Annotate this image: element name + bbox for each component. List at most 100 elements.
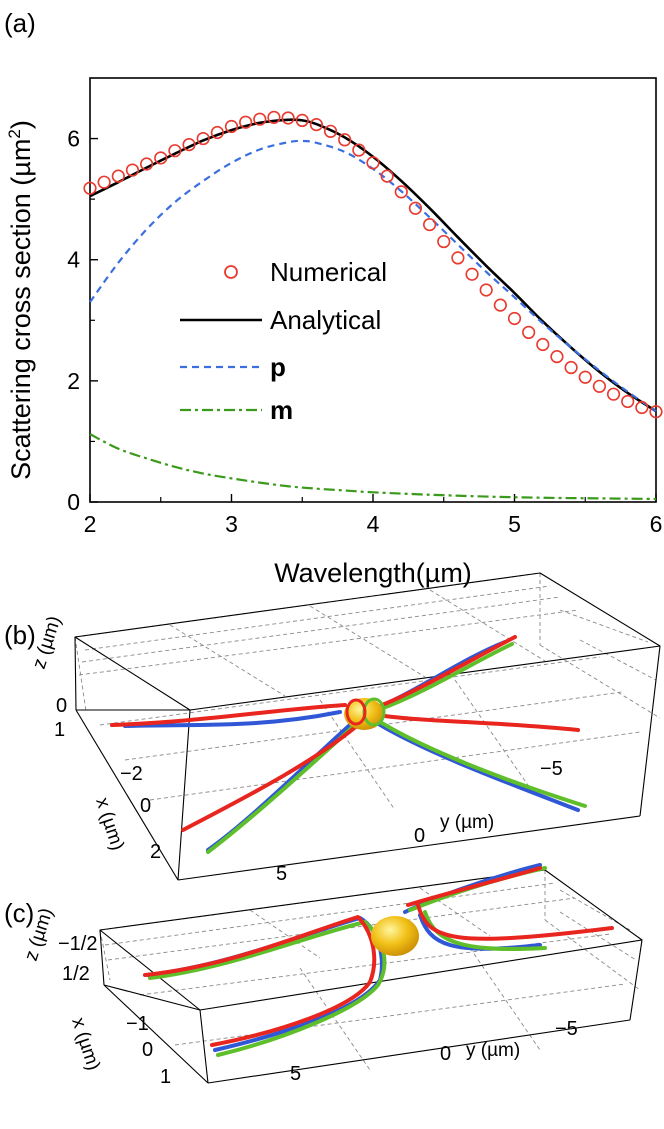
legend-label-analytical: Analytical <box>270 305 381 335</box>
numerical-point-36 <box>592 379 607 393</box>
numerical-point-10 <box>224 119 239 134</box>
particle-c <box>371 916 419 956</box>
b-x-tick-2: 2 <box>150 841 161 863</box>
numerical-point-31 <box>522 325 536 340</box>
b-y-tick-2: −5 <box>540 758 563 780</box>
x-tick-label-0: 2 <box>84 511 97 537</box>
x-tick-label-4: 6 <box>650 511 663 537</box>
y-ticks: 0 2 4 6 <box>67 126 98 515</box>
c-x-tick-2: 1 <box>160 1066 171 1088</box>
x-axis-title: Wavelength(µm) <box>274 558 472 588</box>
box-b: z (µm) 0 1 −2 0 2 x (µm) 5 0 −5 y (µm) <box>29 572 661 885</box>
box-c-trajectories <box>143 863 614 1057</box>
numerical-point-29 <box>493 298 507 312</box>
particle-c-sphere <box>371 916 419 956</box>
y-tick-label-1: 2 <box>67 368 80 394</box>
numerical-point-32 <box>536 337 550 352</box>
c-x-tick-0: −1 <box>126 1013 149 1035</box>
b-x-tick-1: 0 <box>140 795 151 817</box>
y-axis-title-main: Scattering cross section ( <box>6 177 36 480</box>
c-x-label: x (µm) <box>67 1015 104 1073</box>
b-z-tick-0: 0 <box>56 695 67 717</box>
numerical-point-25 <box>437 234 451 249</box>
numerical-point-30 <box>507 311 522 326</box>
y-tick-label-3: 6 <box>67 126 80 152</box>
b-z-tick-1: 1 <box>54 719 65 741</box>
trajectory-c-green <box>148 866 547 1057</box>
c-y-tick-0: 5 <box>290 1063 301 1085</box>
panel-label-b: (b) <box>4 620 36 650</box>
x-ticks: 2 3 4 5 6 <box>84 494 663 537</box>
series-layer <box>89 118 657 501</box>
y-axis-title-sup: 2 <box>5 129 24 138</box>
b-y-label: y (µm) <box>440 812 494 833</box>
c-y-label: y (µm) <box>466 1040 520 1061</box>
c-y-tick-1: 0 <box>440 1043 451 1065</box>
box-b-edges <box>74 572 661 881</box>
numerical-point-27 <box>465 267 479 281</box>
y-axis-title-unit: µm <box>6 139 36 177</box>
y-axis-title-close: ) <box>6 120 36 129</box>
numerical-point-39 <box>635 400 649 415</box>
numerical-point-11 <box>239 115 253 129</box>
legend-label-p: p <box>270 352 286 382</box>
panel-label-a: (a) <box>4 8 36 38</box>
numerical-point-21 <box>380 169 394 183</box>
trajectory-blue <box>123 640 580 852</box>
numerical-point-18 <box>338 133 352 147</box>
numerical-point-33 <box>550 350 564 364</box>
numerical-point-3 <box>125 163 140 177</box>
numerical-point-20 <box>366 156 380 170</box>
numerical-point-23 <box>408 201 423 215</box>
legend-marker-numerical <box>224 265 238 279</box>
series-line-p <box>89 139 657 413</box>
numerical-point-6 <box>168 144 182 158</box>
c-x-tick-1: 0 <box>142 1039 153 1061</box>
numerical-point-17 <box>323 124 338 138</box>
trajectory-red <box>110 635 580 832</box>
legend-label-m: m <box>270 395 293 425</box>
numerical-point-2 <box>111 169 125 183</box>
numerical-point-26 <box>451 251 465 265</box>
numerical-point-7 <box>182 138 196 152</box>
numerical-point-12 <box>253 112 267 126</box>
b-x-tick-0: −2 <box>120 763 143 785</box>
box-b-trajectories <box>110 635 587 854</box>
y-tick-label-2: 4 <box>67 247 80 273</box>
plot-frame <box>89 77 657 503</box>
numerical-point-15 <box>295 113 309 127</box>
numerical-point-9 <box>210 125 224 140</box>
box-c-edges <box>99 869 643 1084</box>
x-tick-label-3: 5 <box>508 511 521 537</box>
c-z-tick-0: −1/2 <box>58 933 97 955</box>
numerical-point-14 <box>281 111 295 125</box>
legend: Numerical Analytical p m <box>180 257 387 425</box>
numerical-point-35 <box>578 370 592 384</box>
legend-label-numerical: Numerical <box>270 257 387 287</box>
series-line-m <box>89 433 657 501</box>
numerical-point-22 <box>394 185 408 199</box>
numerical-point-19 <box>352 143 366 157</box>
numerical-point-40 <box>649 405 663 419</box>
x-tick-label-2: 4 <box>367 511 380 537</box>
numerical-point-13 <box>267 110 281 124</box>
numerical-point-5 <box>154 151 168 165</box>
trajectory-c-red <box>143 866 614 1047</box>
numerical-point-24 <box>423 217 437 232</box>
particle-b-ring-red <box>345 698 367 726</box>
c-y-tick-2: −5 <box>555 1018 578 1040</box>
x-tick-label-1: 3 <box>225 511 238 537</box>
y-axis-title: Scattering cross section (µm2) <box>5 120 36 480</box>
numerical-point-16 <box>309 118 324 132</box>
numerical-point-4 <box>140 157 154 171</box>
numerical-point-37 <box>606 387 621 401</box>
numerical-point-34 <box>564 360 578 375</box>
numerical-point-28 <box>479 283 493 297</box>
box-c: z (µm) −1/2 1/2 −1 0 1 x (µm) 5 0 −5 y (… <box>21 863 643 1088</box>
particle-b <box>344 697 386 730</box>
numerical-point-1 <box>97 175 111 189</box>
marker-layer <box>83 110 663 419</box>
b-y-tick-0: 5 <box>276 863 287 885</box>
